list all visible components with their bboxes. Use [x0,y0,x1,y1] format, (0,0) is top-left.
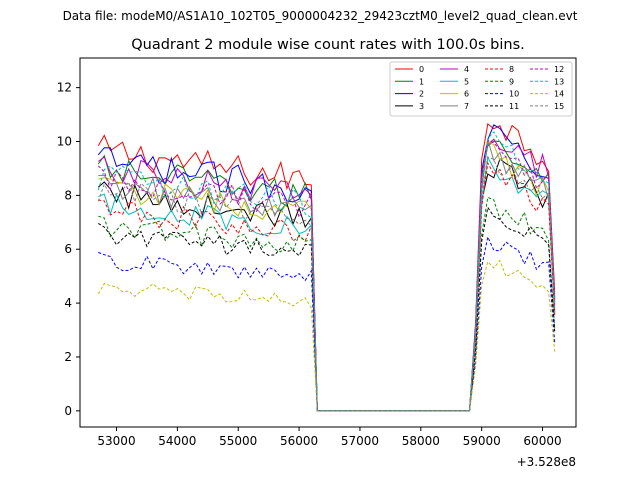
x-tick-label: 58000 [402,434,440,448]
series-layer [97,122,556,412]
y-tick-label: 8 [64,188,72,202]
y-tick-label: 12 [57,81,72,95]
plot-area [79,57,577,428]
y-tick-label: 4 [64,296,72,310]
x-tick-label: 55000 [219,434,257,448]
legend-label-9: 9 [509,77,514,86]
legend-label-6: 6 [464,90,469,99]
x-tick-label: 54000 [158,434,196,448]
y-tick-label: 10 [57,134,72,148]
legend-label-12: 12 [554,65,564,74]
y-tick-label: 6 [64,242,72,256]
legend-label-13: 13 [554,77,564,86]
legend-label-11: 11 [509,102,519,111]
legend-label-10: 10 [509,90,519,99]
x-tick-label: 59000 [463,434,501,448]
legend-label-14: 14 [554,90,564,99]
x-tick-label: 56000 [280,434,318,448]
y-axis: 0 2 4 6 8 10 12 [57,81,80,418]
legend-label-3: 3 [419,102,424,111]
x-offset-label: +3.528e8 [517,455,576,469]
legend-label-4: 4 [464,65,469,74]
legend-frame [389,61,573,117]
legend-label-15: 15 [554,102,564,111]
legend-label-5: 5 [464,77,469,86]
x-tick-label: 57000 [341,434,379,448]
series-line-13 [97,131,556,412]
x-axis: 53000 54000 55000 56000 57000 58000 59000 60000 [97,427,562,448]
legend-label-8: 8 [509,65,514,74]
legend-label-2: 2 [419,90,424,99]
legend-label-0: 0 [419,65,424,74]
y-tick-label: 0 [64,404,72,418]
x-tick-label: 53000 [97,434,135,448]
series-line-15 [97,156,556,412]
legend-label-7: 7 [464,102,469,111]
suptitle: Data file: modeM0/AS1A10_102T05_90000042… [63,9,578,23]
x-tick-label: 60000 [523,434,561,448]
legend-label-1: 1 [419,77,424,86]
chart-title: Quadrant 2 module wise count rates with … [131,37,525,53]
y-tick-label: 2 [64,350,72,364]
